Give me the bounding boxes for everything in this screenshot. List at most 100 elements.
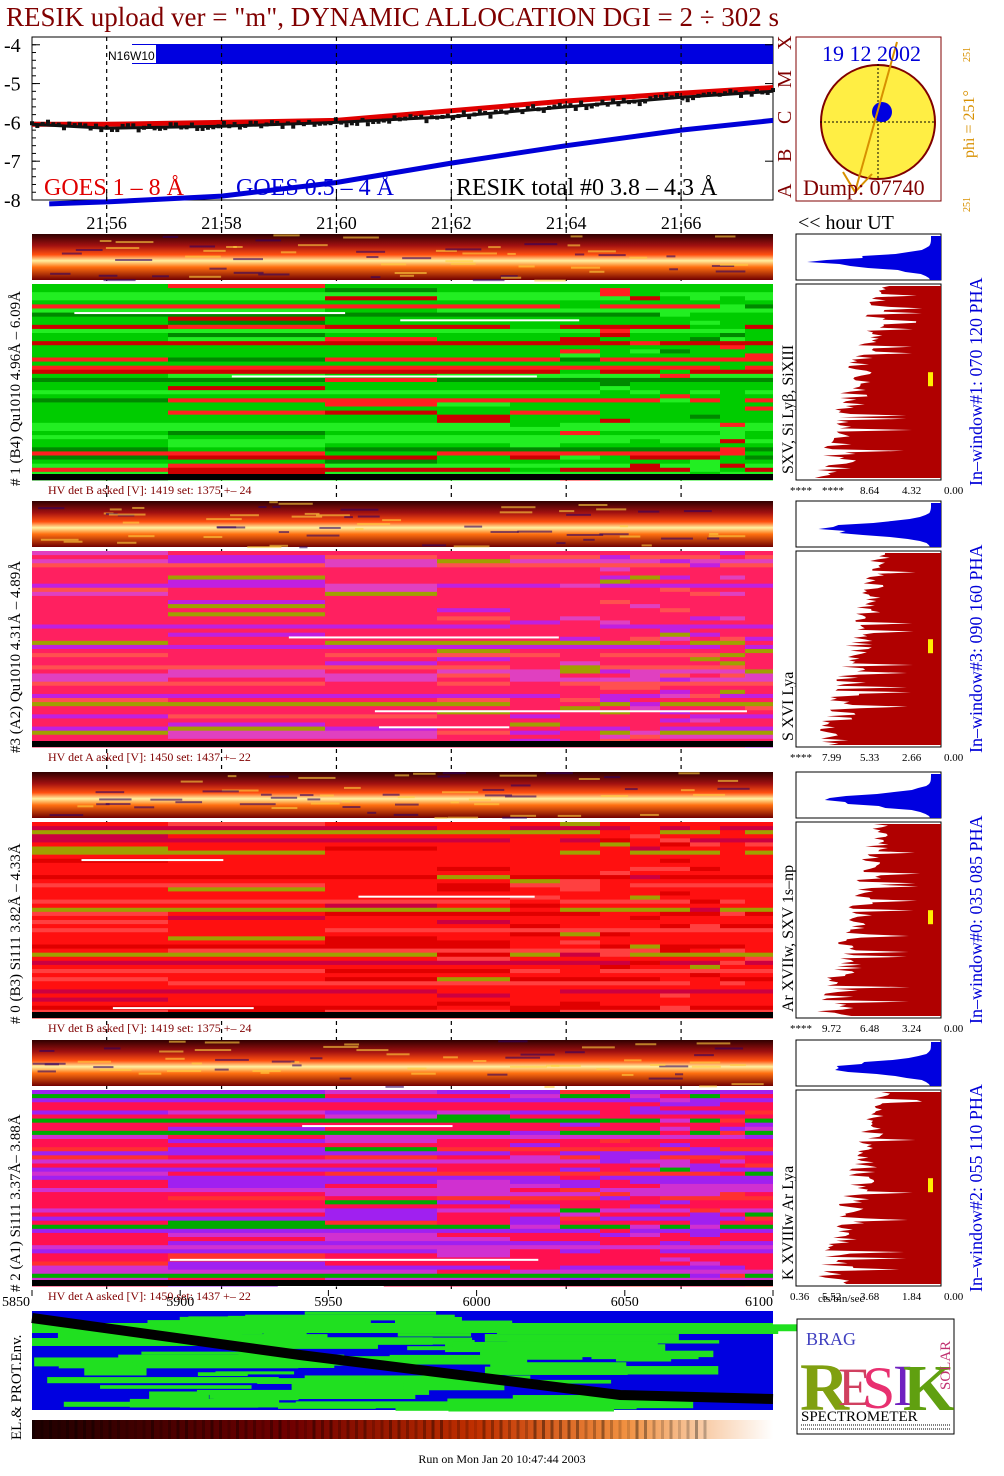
- heatmap-cell: [745, 1261, 773, 1267]
- band-noise: [304, 512, 320, 515]
- heatmap-cell: [690, 435, 720, 440]
- band-noise: [599, 533, 629, 536]
- heatmap-cell: [437, 1245, 510, 1250]
- heatmap-cell: [437, 447, 510, 452]
- colorbar-noise: [270, 1420, 273, 1439]
- band-noise: [260, 1071, 270, 1074]
- heatmap-cell: [660, 858, 690, 864]
- heatmap-cell: [168, 1171, 325, 1177]
- heatmap-cell: [600, 895, 630, 901]
- heatmap-cell: [630, 726, 660, 732]
- band-noise: [214, 1068, 229, 1071]
- band-noise: [567, 244, 581, 247]
- band-noise: [501, 506, 536, 509]
- heatmap-cell: [690, 459, 720, 465]
- heatmap-cell: [437, 846, 510, 852]
- heatmap-cell: [720, 595, 745, 601]
- heatmap-cell: [630, 1159, 660, 1164]
- heatmap-cell: [720, 1122, 745, 1128]
- heatmap-cell: [168, 689, 325, 695]
- heatmap-cell: [600, 1126, 630, 1132]
- heatmap-cell: [630, 1204, 660, 1209]
- heatmap-cell: [510, 887, 560, 892]
- band-noise: [578, 777, 600, 780]
- heatmap-cell: [600, 702, 630, 707]
- heatmap-cell: [560, 1208, 600, 1213]
- heatmap-cell: [660, 373, 690, 379]
- heatmap-cell: [720, 826, 745, 831]
- heatmap-cell: [690, 854, 720, 860]
- heatmap-cell: [690, 308, 720, 314]
- heatmap-cell: [690, 1249, 720, 1254]
- heatmap-cell: [437, 826, 510, 831]
- heatmap-cell: [600, 390, 630, 395]
- heatmap-cell: [720, 1245, 745, 1250]
- heatmap-cell: [690, 1114, 720, 1120]
- band-noise: [565, 1051, 585, 1054]
- heatmap-cell: [560, 903, 600, 909]
- heatmap-cell: [325, 871, 437, 876]
- heatmap-cell: [720, 1147, 745, 1152]
- heatmap-cell: [720, 1261, 745, 1267]
- heatmap-cell: [168, 706, 325, 711]
- hist-axis-label: 6.48: [860, 1023, 880, 1035]
- heatmap-cell: [600, 377, 630, 383]
- heatmap-cell: [32, 620, 168, 625]
- heatmap-cell: [690, 891, 720, 896]
- hist-axis-label: 0.00: [944, 1023, 964, 1035]
- band-noise: [394, 803, 419, 806]
- heatmap-cell: [630, 382, 660, 387]
- heatmap-cell: [690, 1134, 720, 1140]
- heatmap-cell: [660, 907, 690, 913]
- heatmap-cell: [660, 944, 690, 950]
- heatmap-cell: [168, 722, 325, 728]
- heatmap-cell: [660, 579, 690, 585]
- heatmap-cell: [720, 1151, 745, 1156]
- heatmap-cell: [510, 292, 560, 297]
- heatmap-cell: [325, 1179, 437, 1185]
- heatmap-cell: [437, 439, 510, 444]
- heatmap-cell: [510, 616, 560, 621]
- heatmap-cell: [168, 854, 325, 860]
- heatmap-cell: [168, 447, 325, 452]
- heatmap-cell: [600, 333, 630, 338]
- heatmap-cell: [600, 846, 630, 852]
- heatmap-cell: [745, 414, 773, 420]
- resik-total-point: [296, 120, 301, 125]
- resik-total-point: [237, 125, 242, 130]
- heatmap-cell: [168, 698, 325, 703]
- heatmap-cell: [720, 382, 745, 387]
- heatmap-cell: [510, 426, 560, 432]
- heatmap-cell: [600, 842, 630, 847]
- heatmap-cell: [510, 312, 560, 318]
- heatmap-cell: [510, 1159, 560, 1164]
- heatmap-cell: [660, 1155, 690, 1160]
- heatmap-cell: [690, 1167, 720, 1173]
- heatmap-cell: [168, 567, 325, 572]
- heatmap-cell: [720, 698, 745, 703]
- heatmap-cell: [437, 993, 510, 999]
- heatmap-cell: [630, 981, 660, 986]
- heatmap-cell: [437, 932, 510, 937]
- colorbar: [32, 1420, 773, 1439]
- heatmap-cell: [32, 1192, 168, 1197]
- heatmap-cell: [325, 328, 437, 334]
- heatmap-cell: [560, 333, 600, 338]
- heatmap-cell: [560, 439, 600, 444]
- heatmap-cell: [325, 944, 437, 950]
- heatmap-cell: [630, 579, 660, 585]
- heatmap-cell: [32, 1171, 168, 1177]
- heatmap-cell: [560, 1204, 600, 1209]
- heatmap-cell: [690, 706, 720, 711]
- heatmap-cell: [325, 1204, 437, 1209]
- heatmap-cell: [690, 911, 720, 917]
- heatmap-cell: [660, 418, 690, 424]
- band-noise: [570, 266, 601, 269]
- heatmap-cell: [745, 1126, 773, 1132]
- heatmap-cell: [600, 620, 630, 625]
- heatmap-cell: [720, 928, 745, 933]
- heatmap-cell: [630, 361, 660, 367]
- band-noise: [166, 1069, 202, 1072]
- heatmap-cell: [745, 624, 773, 630]
